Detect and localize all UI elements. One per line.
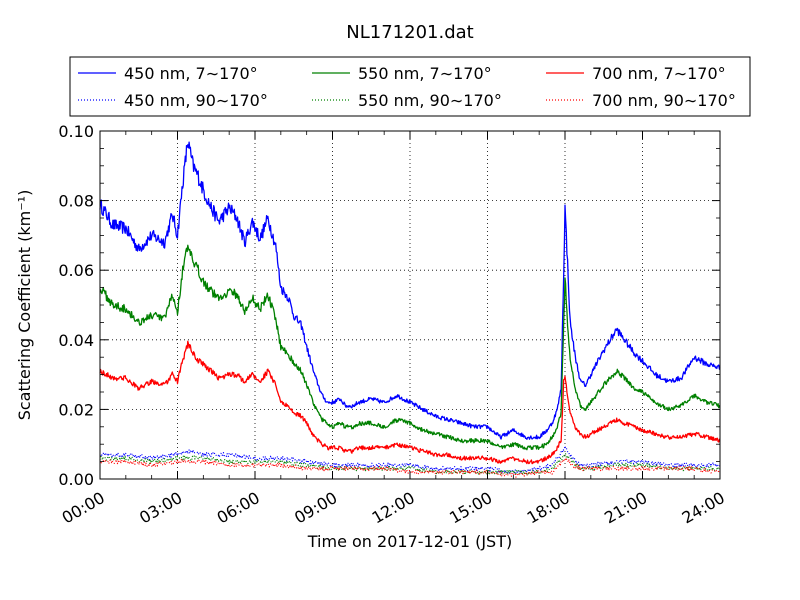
- series-line: [99, 340, 721, 465]
- x-tick-label: 06:00: [214, 488, 263, 528]
- series-line: [99, 445, 721, 475]
- x-tick-label: 03:00: [136, 488, 185, 528]
- y-tick-label: 0.06: [58, 261, 94, 280]
- y-tick-label: 0.04: [58, 331, 94, 350]
- y-tick-label: 0.10: [58, 122, 94, 141]
- series-line: [99, 141, 721, 440]
- legend-label: 450 nm, 7∼170°: [124, 64, 258, 83]
- legend-label: 550 nm, 90∼170°: [358, 91, 502, 110]
- series-layer: [99, 141, 721, 478]
- x-tick-label: 00:00: [59, 488, 108, 528]
- x-tick-label: 09:00: [291, 488, 340, 528]
- x-tick-label: 18:00: [524, 488, 573, 528]
- x-tick-label: 12:00: [369, 488, 418, 528]
- chart-title: NL171201.dat: [346, 22, 473, 43]
- x-axis-label: Time on 2017-12-01 (JST): [307, 532, 512, 551]
- x-tick-label: 21:00: [601, 488, 650, 528]
- legend: 450 nm, 7∼170° 550 nm, 7∼170° 700 nm, 7∼17…: [69, 56, 751, 117]
- y-axis-label: Scattering Coefficient (km⁻¹): [15, 190, 34, 421]
- plot-frame: [99, 130, 721, 480]
- y-tick-label: 0.00: [58, 470, 94, 489]
- legend-label: 450 nm, 90∼170°: [124, 91, 268, 110]
- x-tick-label: 24:00: [679, 488, 728, 528]
- x-tick-label: 15:00: [446, 488, 495, 528]
- legend-label: 700 nm, 90∼170°: [592, 91, 736, 110]
- series-line: [99, 458, 721, 478]
- legend-frame: [69, 56, 751, 117]
- y-tick-label: 0.08: [58, 192, 94, 211]
- legend-label: 550 nm, 7∼170°: [358, 64, 492, 83]
- series-line: [99, 453, 721, 475]
- legend-label: 700 nm, 7∼170°: [592, 64, 726, 83]
- series-line: [99, 244, 721, 451]
- y-tick-label: 0.02: [58, 400, 94, 419]
- grid: [100, 131, 720, 479]
